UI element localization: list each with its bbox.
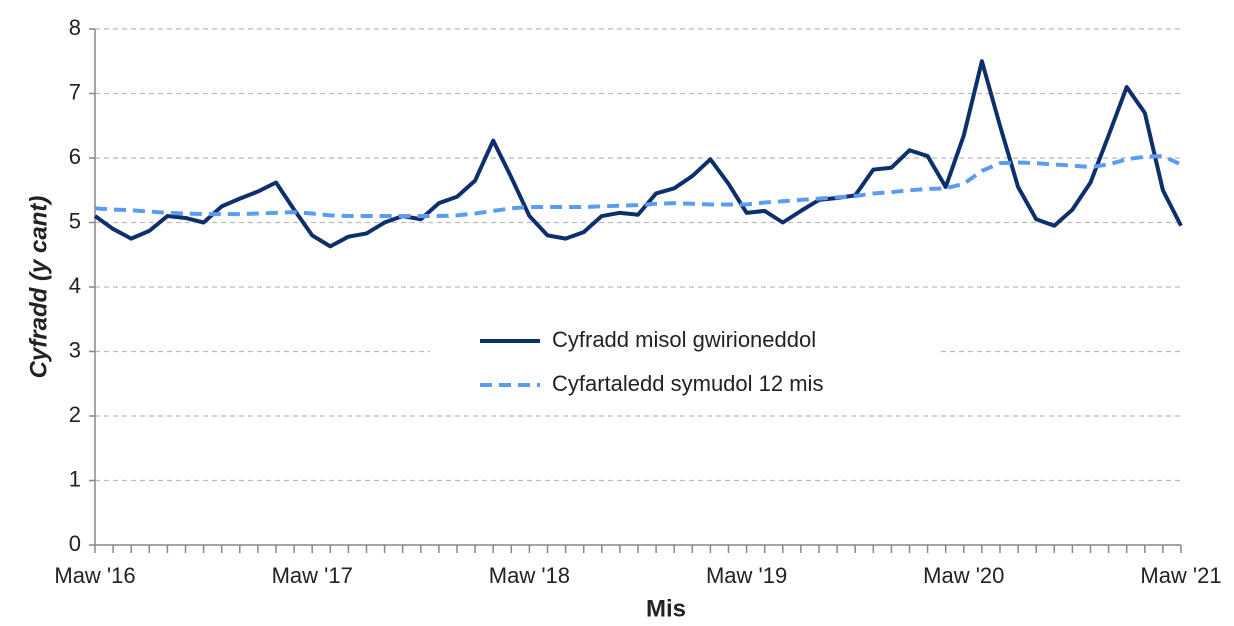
line-series [94, 154, 1182, 219]
y-tick-label: 2 [69, 402, 81, 427]
y-tick-label: 0 [69, 531, 81, 556]
x-tick-label: Maw '18 [489, 563, 570, 588]
y-tick-label: 4 [69, 273, 81, 298]
legend-box [430, 318, 940, 410]
y-tick-label: 7 [69, 79, 81, 104]
y-tick-label: 6 [69, 144, 81, 169]
y-tick-label: 1 [69, 466, 81, 491]
line-series [93, 59, 1183, 249]
y-axis-title: Cyfradd (y cant) [25, 196, 52, 379]
legend-label: Cyfradd misol gwirioneddol [552, 327, 816, 352]
x-tick-label: Maw '20 [923, 563, 1004, 588]
legend-label: Cyfartaledd symudol 12 mis [552, 371, 823, 396]
y-tick-label: 3 [69, 337, 81, 362]
x-tick-label: Maw '19 [706, 563, 787, 588]
x-tick-label: Maw '21 [1140, 563, 1221, 588]
x-tick-label: Maw '17 [272, 563, 353, 588]
x-axis-title: Mis [646, 595, 686, 622]
x-tick-label: Maw '16 [54, 563, 135, 588]
y-tick-label: 8 [69, 15, 81, 40]
y-tick-label: 5 [69, 208, 81, 233]
